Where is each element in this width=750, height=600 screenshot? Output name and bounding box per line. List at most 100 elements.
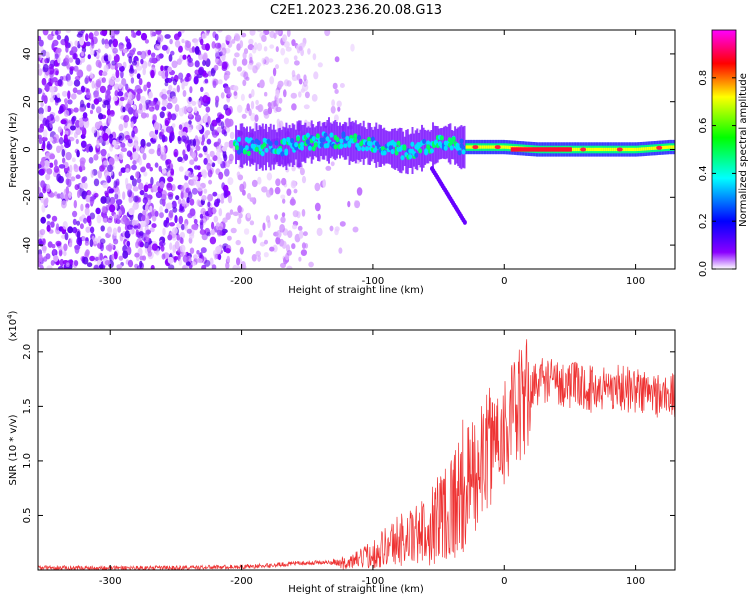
heatmap-cell — [246, 103, 250, 112]
heatmap-cell — [55, 240, 62, 247]
colorbar-tick-label: 0.4 — [698, 165, 709, 181]
heatmap-cell — [107, 170, 114, 176]
heatmap-cell — [79, 106, 85, 113]
heatmap-cell — [114, 89, 119, 97]
heatmap-cell — [193, 254, 198, 260]
heatmap-cell — [418, 148, 423, 154]
heatmap-cell — [199, 38, 204, 46]
heatmap-cell — [221, 129, 227, 135]
heatmap-cell — [277, 80, 284, 88]
heatmap-cell — [73, 165, 80, 173]
heatmap-cell — [286, 188, 292, 196]
heatmap-cell — [189, 86, 193, 94]
heatmap-cell — [341, 131, 346, 137]
heatmap-cell — [459, 138, 464, 144]
heatmap-cell — [194, 39, 199, 47]
heatmap-cell — [85, 41, 91, 47]
heatmap-cell — [225, 212, 231, 220]
heatmap-cell — [222, 184, 229, 193]
heatmap-cell — [595, 147, 598, 152]
heatmap-cell — [126, 41, 132, 50]
heatmap-cell — [112, 47, 118, 54]
heatmap-cell — [314, 182, 321, 192]
heatmap-cell — [167, 192, 174, 197]
heatmap-cell — [234, 52, 240, 58]
heatmap-cell — [668, 145, 671, 149]
heatmap-cell — [167, 111, 172, 121]
heatmap-cell — [115, 198, 123, 206]
heatmap-cell — [307, 145, 312, 151]
heatmap-cell — [273, 32, 277, 39]
heatmap-cell — [203, 157, 208, 165]
heatmap-cell — [611, 147, 614, 152]
heatmap-cell — [365, 146, 369, 152]
heatmap-cell — [120, 147, 127, 152]
heatmap-cell — [264, 147, 269, 153]
heatmap-cell — [291, 39, 296, 47]
y-tick-label: -20 — [22, 189, 33, 205]
heatmap-cell — [291, 70, 296, 78]
heatmap-cell — [99, 136, 104, 144]
heatmap-cell — [169, 163, 174, 170]
heatmap-cell — [312, 53, 317, 61]
heatmap-cell — [334, 56, 340, 63]
heatmap-cell — [85, 75, 90, 84]
heatmap-cell — [227, 88, 231, 98]
heatmap-cell — [451, 136, 456, 142]
heatmap-cell — [502, 145, 505, 149]
heatmap-cell — [57, 266, 64, 269]
heatmap-cell — [591, 147, 594, 152]
heatmap-cell — [194, 114, 202, 122]
heatmap-cell — [111, 253, 115, 261]
heatmap-cell — [87, 190, 92, 197]
heatmap-cell — [196, 199, 201, 207]
heatmap-cell — [163, 220, 170, 228]
heatmap-cell — [237, 205, 242, 214]
heatmap-cell — [269, 246, 275, 252]
heatmap-cell — [287, 128, 289, 164]
heatmap-cell — [152, 114, 157, 122]
heatmap-cell — [255, 62, 262, 68]
heatmap-cell — [216, 229, 223, 236]
heatmap-cell — [208, 179, 213, 185]
heatmap-cell — [70, 93, 77, 100]
heatmap-cell — [286, 30, 291, 38]
heatmap-cell — [81, 236, 87, 242]
heatmap-cell — [147, 183, 153, 189]
heatmap-cell — [56, 145, 61, 154]
heatmap-cell — [275, 178, 281, 187]
heatmap-cell — [188, 96, 192, 102]
heatmap-cell — [149, 227, 155, 233]
heatmap-cell — [72, 218, 77, 226]
heatmap-cell — [356, 124, 359, 160]
heatmap-cell — [56, 193, 62, 199]
x-tick-label: -200 — [230, 276, 253, 287]
heatmap-cell — [98, 113, 104, 120]
heatmap-cell — [293, 188, 298, 194]
heatmap-cell — [41, 245, 47, 252]
snr-series-line — [38, 339, 675, 570]
heatmap-cell — [430, 148, 434, 154]
heatmap-cell — [221, 55, 226, 61]
heatmap-cell — [128, 55, 133, 64]
heatmap-cell — [307, 48, 311, 55]
heatmap-cell — [75, 174, 81, 179]
heatmap-cell — [160, 146, 166, 155]
heatmap-cell — [189, 247, 195, 254]
heatmap-cell — [171, 184, 176, 192]
heatmap-cell — [640, 147, 643, 151]
heatmap-cell — [331, 123, 334, 157]
heatmap-cell — [49, 97, 54, 103]
heatmap-cell — [118, 83, 123, 90]
heatmap-cell — [120, 167, 127, 174]
heatmap-cell — [634, 147, 637, 152]
heatmap-cell — [291, 243, 296, 250]
heatmap-cell — [132, 142, 138, 149]
heatmap-cell — [472, 145, 479, 150]
heatmap-cell — [513, 147, 516, 152]
heatmap-cell — [469, 145, 472, 149]
heatmap-cell — [196, 180, 201, 188]
heatmap-cell — [87, 54, 92, 60]
heatmap-cell — [222, 149, 227, 159]
heatmap-cell — [50, 78, 55, 84]
